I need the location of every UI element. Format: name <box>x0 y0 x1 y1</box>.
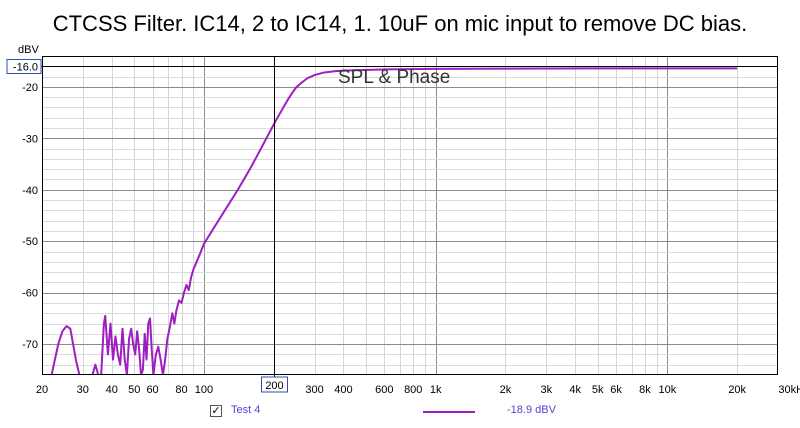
y-tick-label: -70 <box>22 339 38 351</box>
y-tick-label: -20 <box>22 82 38 94</box>
legend-series-name: Test 4 <box>231 404 261 416</box>
x-tick-label: 600 <box>375 384 393 396</box>
cursor-crosshair[interactable]: -16.0 200 <box>6 56 778 393</box>
x-tick-label: 300 <box>305 384 323 396</box>
x-tick-labels: 20 30 40 50 60 80 100 300 400 600 800 1k 2k 3k 4k 5k 6k 8… <box>36 384 800 396</box>
cursor-y-readout-box <box>6 59 42 74</box>
cursor-x-readout: 200 <box>265 380 283 392</box>
x-tick-label: 10k <box>659 384 677 396</box>
x-tick-label: 5k <box>592 384 604 396</box>
x-tick-label: 40 <box>106 384 118 396</box>
y-axis-label: dBV <box>18 44 39 56</box>
series-layer <box>50 67 738 375</box>
x-tick-label: 80 <box>175 384 187 396</box>
x-tick-label: 3k <box>540 384 552 396</box>
cursor-x-readout-box <box>261 376 288 393</box>
chart-title: CTCSS Filter. IC14, 2 to IC14, 1. 10uF o… <box>52 11 748 36</box>
series-visibility-checkbox[interactable]: ✓ <box>210 405 222 417</box>
y-tick-label: -50 <box>22 236 38 248</box>
plot-background <box>42 56 778 375</box>
legend: ✓ Test 4 -18.9 dBV <box>0 401 800 425</box>
x-tick-label: 30kHz <box>778 384 800 396</box>
legend-series-value: -18.9 dBV <box>507 404 556 416</box>
x-tick-label: 50 <box>128 384 140 396</box>
series-line <box>50 67 738 375</box>
x-tick-label: 100 <box>195 384 213 396</box>
legend-line-swatch <box>423 411 475 413</box>
y-tick-labels: -20 -30 -40 -50 -60 -70 <box>22 82 38 351</box>
x-tick-label: 4k <box>569 384 581 396</box>
x-tick-label: 800 <box>404 384 422 396</box>
y-tick-label: -60 <box>22 288 38 300</box>
x-tick-label: 20k <box>728 384 746 396</box>
x-tick-label: 400 <box>334 384 352 396</box>
x-tick-label: 1k <box>430 384 442 396</box>
overlay-label: SPL & Phase <box>338 67 450 88</box>
x-tick-label: 30 <box>77 384 89 396</box>
x-tick-label: 60 <box>146 384 158 396</box>
y-tick-label: -40 <box>22 185 38 197</box>
y-tick-label: -30 <box>22 133 38 145</box>
plot-border <box>42 56 778 375</box>
x-tick-label: 8k <box>639 384 651 396</box>
x-tick-label: 6k <box>610 384 622 396</box>
cursor-y-readout: -16.0 <box>13 62 38 74</box>
x-tick-label: 2k <box>500 384 512 396</box>
x-tick-label: 20 <box>36 384 48 396</box>
grid-lines <box>42 56 778 375</box>
